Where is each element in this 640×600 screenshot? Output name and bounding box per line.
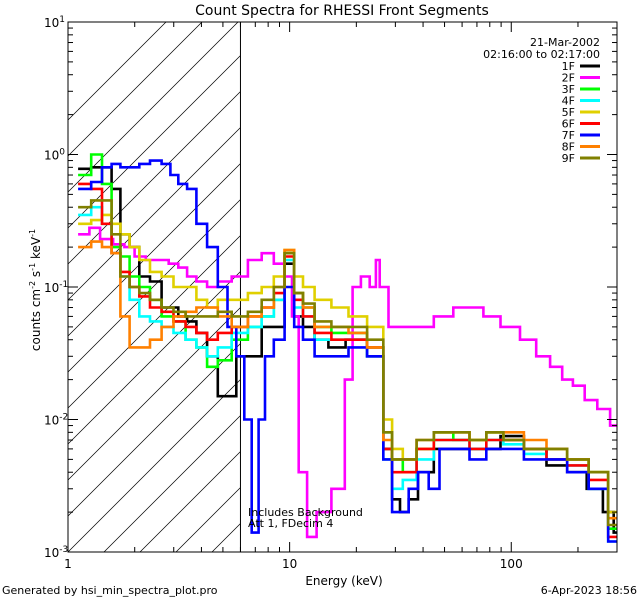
legend-label-1F: 1F (562, 60, 575, 73)
hatch-line (68, 22, 275, 229)
date-label: 21-Mar-2002 (530, 36, 600, 49)
legend-label-4F: 4F (562, 95, 575, 108)
series-2F (78, 226, 617, 539)
series-group (78, 153, 617, 543)
y-tick-label: 10-3 (44, 545, 68, 560)
axis-tick-labels: 1 10 100 10-3 10-2 10-1 100 101 (44, 15, 523, 571)
y-tick-label: 101 (44, 15, 65, 30)
legend-label-7F: 7F (562, 129, 575, 142)
x-tick-label: 1 (64, 557, 72, 571)
hatch-line (68, 22, 203, 157)
y-tick-label: 10-1 (44, 280, 68, 295)
footer-timestamp: 6-Apr-2023 18:56 (541, 584, 637, 597)
hatched-region (68, 22, 617, 552)
x-tick-label: 100 (500, 557, 523, 571)
legend-label-8F: 8F (562, 141, 575, 154)
chart-title: Count Spectra for RHESSI Front Segments (195, 3, 489, 19)
legend-label-3F: 3F (562, 83, 575, 96)
y-tick-label: 100 (44, 148, 65, 163)
y-tick-label: 10-2 (44, 413, 68, 428)
time-range-label: 02:16:00 to 02:17:00 (483, 48, 600, 61)
x-tick-label: 10 (282, 557, 297, 571)
x-axis-label: Energy (keV) (305, 574, 382, 588)
annotation-background: Includes Background (248, 506, 363, 519)
series-9F (78, 199, 617, 527)
hatch-line (68, 22, 239, 193)
annotation-attenuator: Att 1, FDecim 4 (248, 517, 333, 530)
y-axis-label: counts cm-2 s-1 keV-1 (28, 229, 43, 351)
footer-generator: Generated by hsi_min_spectra_plot.pro (2, 584, 218, 597)
hatch-line (68, 22, 167, 121)
legend-label-6F: 6F (562, 118, 575, 131)
hatch-line (68, 22, 311, 265)
series-7F (78, 159, 617, 543)
legend-label-5F: 5F (562, 106, 575, 119)
series-6F (78, 182, 617, 539)
axis-ticks (67, 22, 618, 553)
legend-label-2F: 2F (562, 72, 575, 85)
legend-label-9F: 9F (562, 152, 575, 165)
